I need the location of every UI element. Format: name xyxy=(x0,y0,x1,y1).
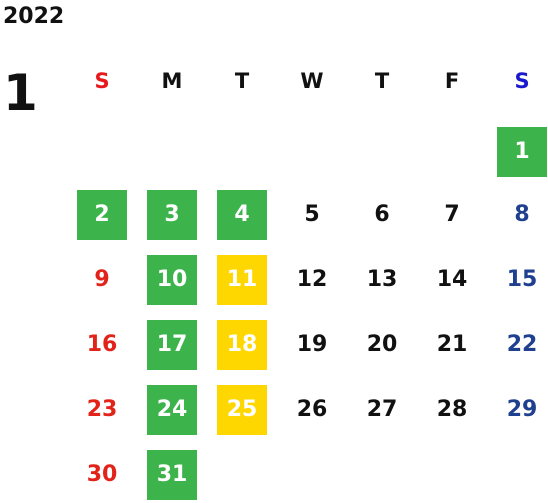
calendar-day-cell[interactable]: 30 xyxy=(77,450,127,500)
calendar-day-cell[interactable]: 18 xyxy=(217,320,267,370)
weekday-header-cell: S xyxy=(514,69,530,93)
calendar-day-cell[interactable]: 21 xyxy=(427,320,477,370)
calendar-day-cell[interactable]: 28 xyxy=(427,385,477,435)
calendar-day-number: 26 xyxy=(296,397,328,422)
calendar-day-cell[interactable]: 19 xyxy=(287,320,337,370)
calendar-day-cell[interactable]: 6 xyxy=(357,190,407,240)
calendar-day-number: 2 xyxy=(94,202,110,227)
calendar-day-number: 9 xyxy=(94,267,110,292)
weekday-header-cell: M xyxy=(161,69,183,93)
calendar-day-cell[interactable]: 7 xyxy=(427,190,477,240)
calendar-day-number: 7 xyxy=(444,202,460,227)
calendar-day-cell[interactable]: 27 xyxy=(357,385,407,435)
calendar-day-cell[interactable]: 11 xyxy=(217,255,267,305)
calendar-day-cell[interactable]: 25 xyxy=(217,385,267,435)
year-label: 2022 xyxy=(3,4,65,29)
calendar-day-number: 23 xyxy=(86,397,118,422)
calendar-day-number: 17 xyxy=(156,332,188,357)
calendar-day-number: 27 xyxy=(366,397,398,422)
calendar-day-cell[interactable]: 22 xyxy=(497,320,547,370)
calendar-day-cell[interactable]: 24 xyxy=(147,385,197,435)
calendar-day-cell[interactable]: 5 xyxy=(287,190,337,240)
calendar-day-number: 30 xyxy=(86,462,118,487)
calendar-day-number: 6 xyxy=(374,202,390,227)
calendar-day-cell[interactable]: 16 xyxy=(77,320,127,370)
calendar-day-number: 1 xyxy=(514,139,530,164)
calendar-day-number: 15 xyxy=(506,267,538,292)
weekday-header-cell: F xyxy=(444,69,460,93)
calendar-day-number: 28 xyxy=(436,397,468,422)
calendar-day-number: 22 xyxy=(506,332,538,357)
calendar-day-number: 8 xyxy=(514,202,530,227)
calendar-day-number: 10 xyxy=(156,267,188,292)
calendar-day-number: 5 xyxy=(304,202,320,227)
calendar-day-cell[interactable]: 14 xyxy=(427,255,477,305)
calendar-day-cell[interactable]: 26 xyxy=(287,385,337,435)
calendar-day-cell[interactable]: 9 xyxy=(77,255,127,305)
weekday-header-cell: T xyxy=(234,69,250,93)
calendar-day-number: 20 xyxy=(366,332,398,357)
calendar-day-cell[interactable]: 29 xyxy=(497,385,547,435)
calendar-day-number: 21 xyxy=(436,332,468,357)
calendar-day-number: 19 xyxy=(296,332,328,357)
calendar-day-cell[interactable]: 2 xyxy=(77,190,127,240)
calendar-day-number: 4 xyxy=(234,202,250,227)
calendar-day-cell[interactable]: 20 xyxy=(357,320,407,370)
calendar-day-cell[interactable]: 3 xyxy=(147,190,197,240)
calendar-day-cell[interactable]: 8 xyxy=(497,190,547,240)
calendar-day-number: 29 xyxy=(506,397,538,422)
calendar-day-number: 3 xyxy=(164,202,180,227)
calendar-day-number: 25 xyxy=(226,397,258,422)
calendar-day-cell[interactable]: 31 xyxy=(147,450,197,500)
calendar-day-cell[interactable]: 4 xyxy=(217,190,267,240)
calendar-day-number: 24 xyxy=(156,397,188,422)
calendar-day-cell[interactable]: 15 xyxy=(497,255,547,305)
month-number: 1 xyxy=(3,64,38,122)
calendar-day-number: 11 xyxy=(226,267,258,292)
calendar-day-cell[interactable]: 12 xyxy=(287,255,337,305)
calendar-day-number: 14 xyxy=(436,267,468,292)
weekday-header-cell: S xyxy=(94,69,110,93)
calendar-day-cell[interactable]: 1 xyxy=(497,127,547,177)
calendar-day-cell[interactable]: 10 xyxy=(147,255,197,305)
weekday-header-cell: W xyxy=(300,69,324,93)
calendar-day-number: 12 xyxy=(296,267,328,292)
calendar-day-cell[interactable]: 13 xyxy=(357,255,407,305)
weekday-header-cell: T xyxy=(374,69,390,93)
calendar-day-number: 18 xyxy=(226,332,258,357)
calendar-day-cell[interactable]: 23 xyxy=(77,385,127,435)
calendar-day-number: 13 xyxy=(366,267,398,292)
calendar-day-cell[interactable]: 17 xyxy=(147,320,197,370)
calendar-day-number: 31 xyxy=(156,462,188,487)
calendar-day-number: 16 xyxy=(86,332,118,357)
